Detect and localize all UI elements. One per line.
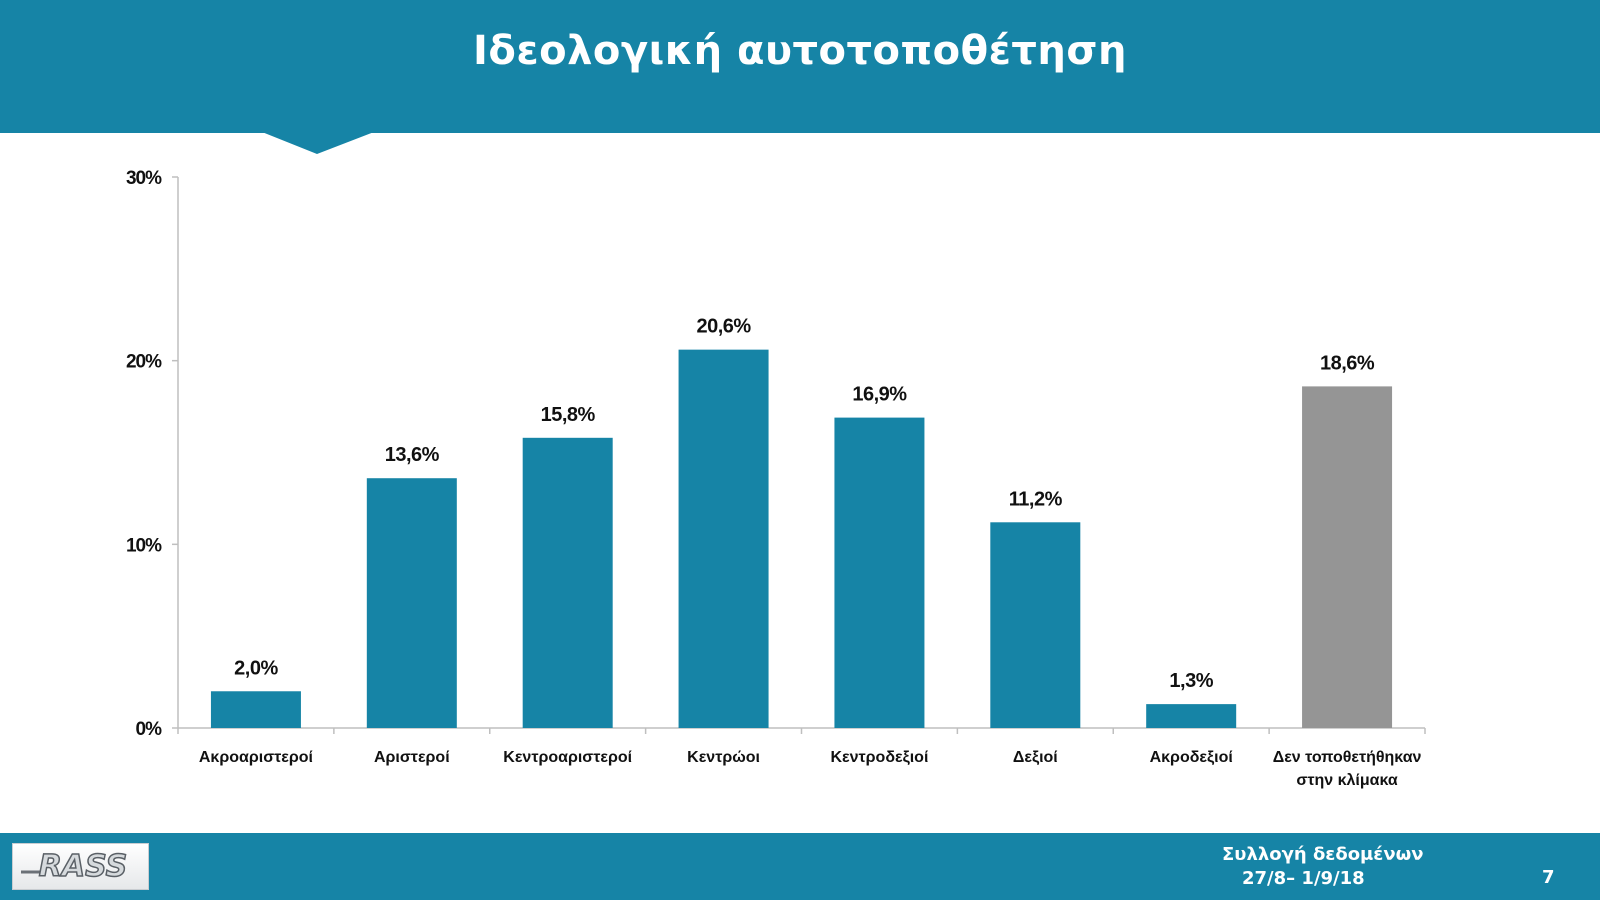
data-label: 16,9% <box>852 384 907 406</box>
collection-dates: 27/8– 1/9/18 <box>1242 868 1365 889</box>
data-label: 18,6% <box>1320 352 1375 374</box>
bar <box>1146 704 1237 728</box>
bar <box>678 349 769 728</box>
bar <box>522 437 613 728</box>
bar <box>834 417 925 728</box>
header-banner: Ιδεολογική αυτοτοποθέτηση <box>0 0 1600 133</box>
x-tick-label: Κεντροδεξιοί <box>830 749 928 766</box>
y-tick-label: 30% <box>126 168 162 189</box>
x-tick-label: Αριστεροί <box>374 749 450 766</box>
bar-chart: 0% 10% 20% 30% 2,0% Ακροαριστεροί 13,6% Αριστερ… <box>126 168 1426 789</box>
rass-logo: RASS <box>12 843 149 890</box>
y-tick-label: 20% <box>126 352 162 373</box>
x-tick-label: Δεξιοί <box>1013 749 1058 766</box>
x-tick-label: Ακροαριστεροί <box>199 749 313 766</box>
x-tick-label: στην κλίμακα <box>1296 772 1397 789</box>
data-label: 1,3% <box>1169 670 1213 692</box>
footer-bar: RASS Συλλογή δεδομένων 27/8– 1/9/18 7 <box>0 833 1600 900</box>
x-tick-label: Δεν τοποθετήθηκαν <box>1273 749 1422 766</box>
x-tick-label: Ακροδεξιοί <box>1150 749 1233 766</box>
bar <box>1302 386 1393 728</box>
collection-label: Συλλογή δεδομένων <box>1222 844 1424 865</box>
data-label: 15,8% <box>541 404 596 426</box>
bar <box>366 478 457 728</box>
page-title: Ιδεολογική αυτοτοποθέτηση <box>472 28 1128 74</box>
data-label: 13,6% <box>385 444 440 466</box>
bar <box>210 691 301 728</box>
bar <box>990 522 1081 728</box>
x-tick-label: Κεντρώοι <box>687 749 760 766</box>
page-number: 7 <box>1542 867 1555 888</box>
data-label: 20,6% <box>696 316 751 338</box>
data-label: 11,2% <box>1009 488 1063 510</box>
logo-text: RASS <box>39 849 127 884</box>
header-notch <box>262 132 374 154</box>
collection-info: Συλλογή δεδομένων 27/8– 1/9/18 <box>1222 843 1424 891</box>
x-tick-label: Κεντροαριστεροί <box>503 749 632 766</box>
rass-logo-mark: RASS <box>21 848 128 885</box>
data-label: 2,0% <box>234 657 278 679</box>
y-tick-label: 0% <box>136 719 163 740</box>
y-tick-label: 10% <box>126 535 162 556</box>
